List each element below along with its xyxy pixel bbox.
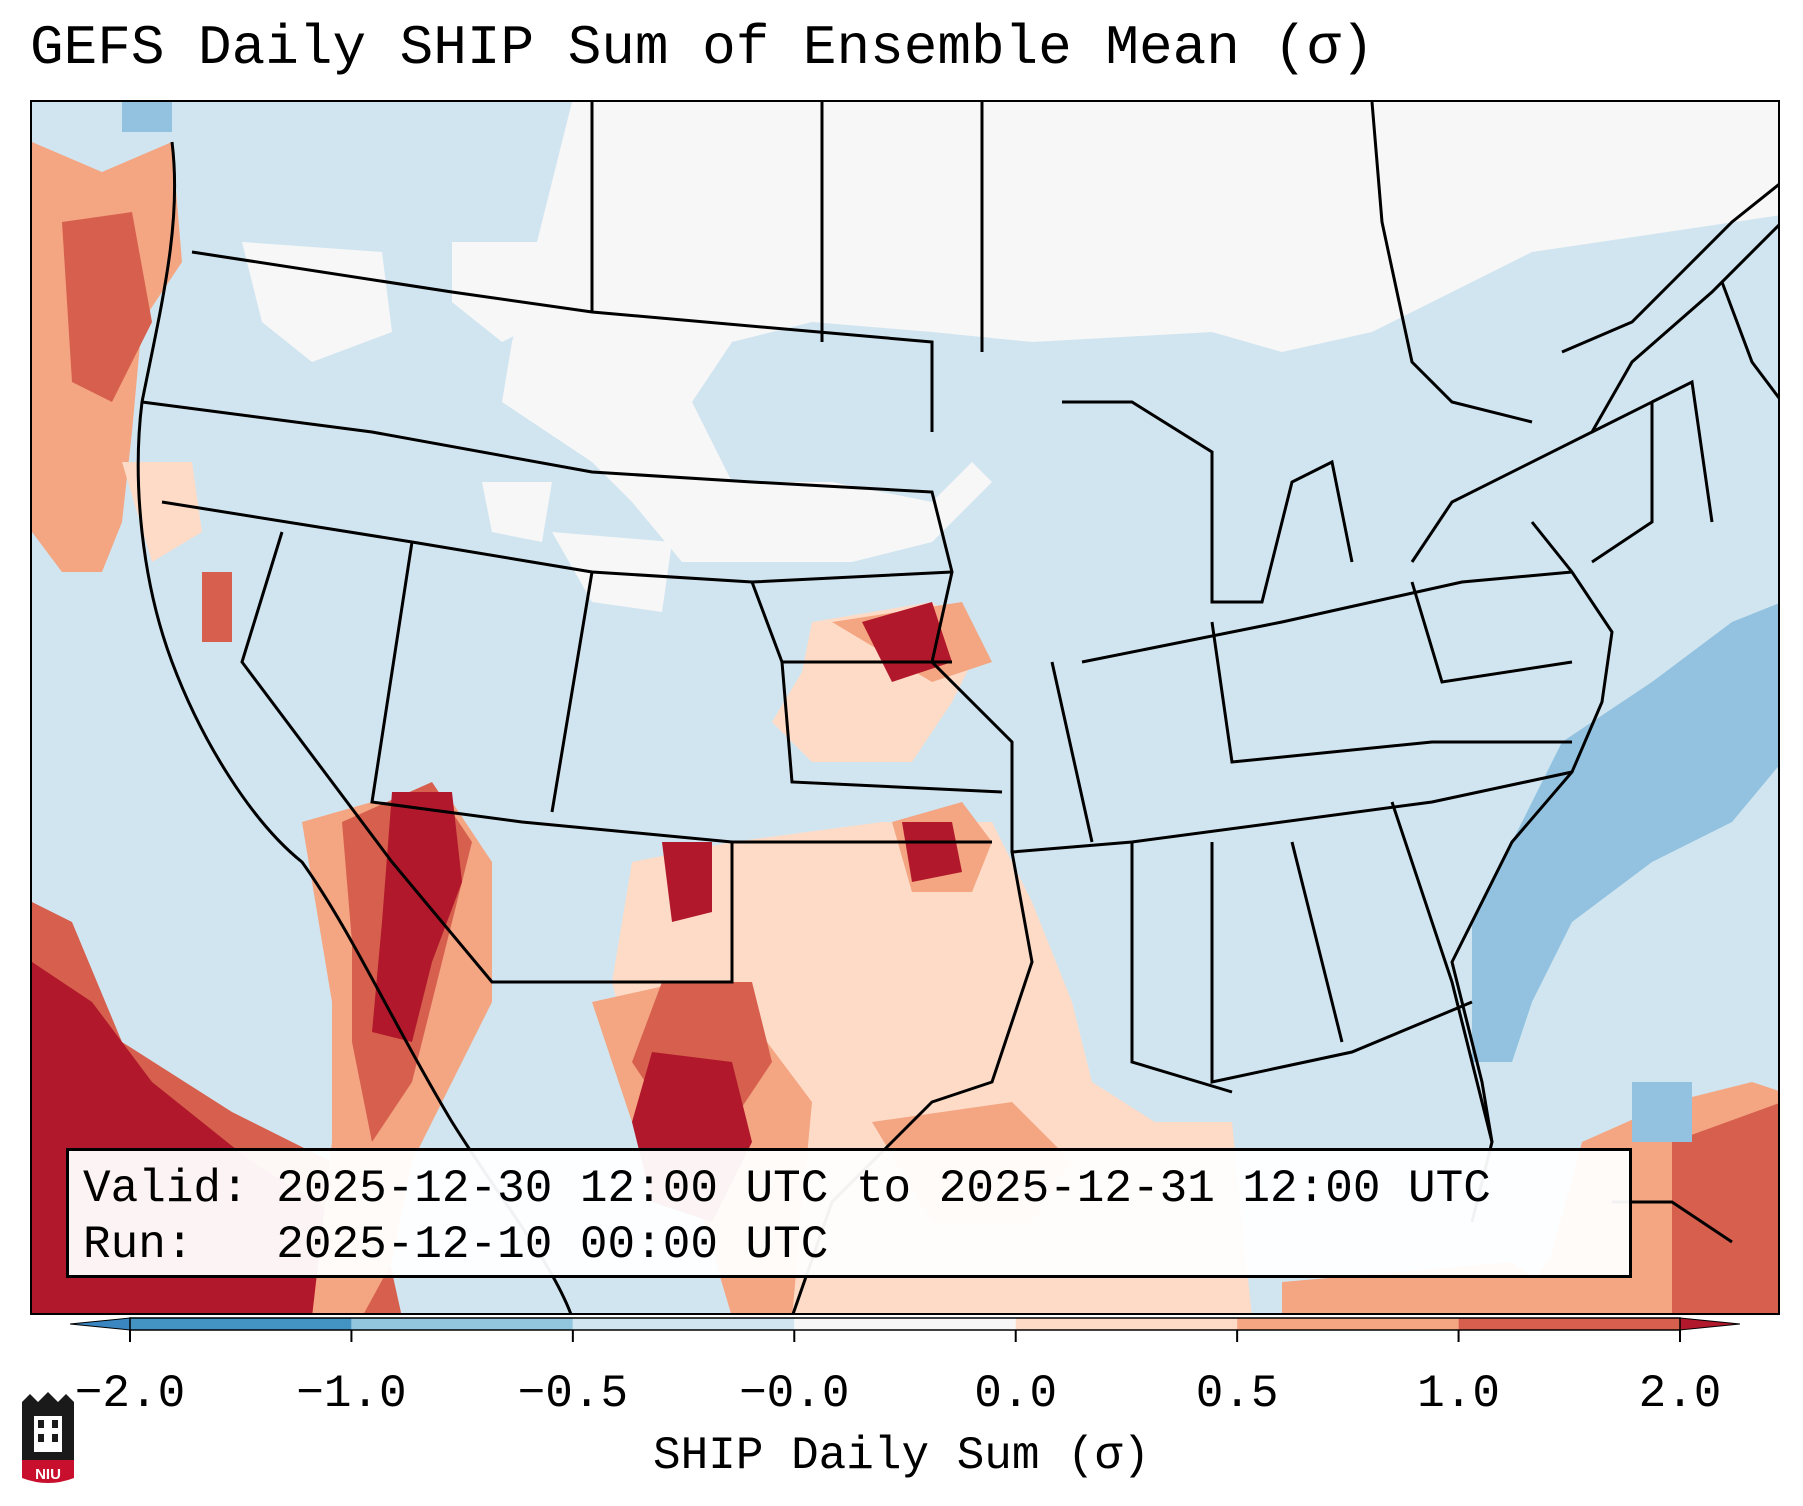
- colorbar-segment: [130, 1318, 352, 1330]
- map-canvas: [32, 102, 1778, 1313]
- map-panel: [30, 100, 1780, 1315]
- run-row: Run: 2025-12-10 00:00 UTC: [83, 1217, 1615, 1273]
- colorbar-segment: [572, 1318, 795, 1330]
- colorbar-segment: [1458, 1318, 1680, 1330]
- chart-title: GEFS Daily SHIP Sum of Ensemble Mean (σ): [30, 16, 1375, 80]
- colorbar-tick-label: 0.0: [974, 1368, 1058, 1420]
- niu-logo-text: NIU: [35, 1466, 61, 1483]
- colorbar-tick-label: 1.0: [1417, 1368, 1500, 1420]
- valid-row: Valid: 2025-12-30 12:00 UTC to 2025-12-3…: [83, 1161, 1615, 1217]
- valid-run-info-box: Valid: 2025-12-30 12:00 UTC to 2025-12-3…: [66, 1148, 1632, 1278]
- colorbar-tick-label: 0.5: [1195, 1368, 1279, 1420]
- colorbar-segment: [1015, 1318, 1238, 1330]
- colorbar: [69, 1312, 1741, 1372]
- run-label: Run:: [83, 1219, 194, 1271]
- negative-anomaly-regions: [122, 102, 1778, 1142]
- niu-logo-icon: [22, 1392, 74, 1483]
- colorbar-tick-label: −1.0: [296, 1368, 407, 1420]
- colorbar-segment: [1237, 1318, 1459, 1330]
- colorbar-label: SHIP Daily Sum (σ): [653, 1430, 1150, 1482]
- colorbar-tick-label: 2.0: [1638, 1368, 1722, 1420]
- colorbar-segment: [794, 1318, 1016, 1330]
- boundary-lines: [136, 102, 1778, 1313]
- colorbar-tick-label: −0.0: [739, 1368, 850, 1420]
- colorbar-tick-label: −2.0: [74, 1368, 186, 1420]
- valid-value: 2025-12-30 12:00 UTC to 2025-12-31 12:00…: [276, 1163, 1491, 1215]
- colorbar-tick-label: −0.5: [517, 1368, 629, 1420]
- colorbar-svg: [69, 1317, 1741, 1342]
- run-value: 2025-12-10 00:00 UTC: [276, 1219, 829, 1271]
- colorbar-extend-low: [69, 1317, 131, 1331]
- valid-label: Valid:: [83, 1163, 249, 1215]
- colorbar-segment: [351, 1318, 573, 1330]
- niu-logo: NIU: [18, 1392, 78, 1488]
- colorbar-extend-high: [1679, 1317, 1741, 1331]
